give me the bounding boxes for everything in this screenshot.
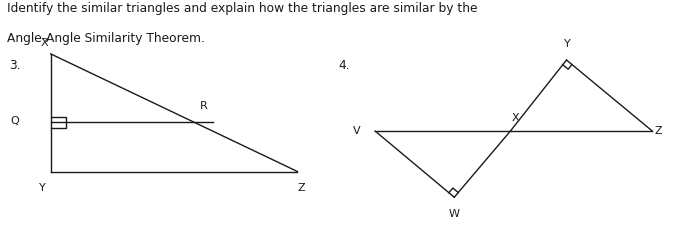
Text: Angle-Angle Similarity Theorem.: Angle-Angle Similarity Theorem.: [7, 32, 205, 45]
Text: W: W: [449, 209, 460, 219]
Text: 3.: 3.: [9, 59, 20, 72]
Text: V: V: [354, 126, 361, 136]
Text: R: R: [199, 101, 207, 111]
Text: X: X: [512, 112, 519, 122]
Text: Y: Y: [564, 39, 571, 49]
Text: 4.: 4.: [338, 59, 349, 72]
Text: Y: Y: [39, 183, 45, 193]
Text: Q: Q: [10, 116, 19, 126]
Text: X: X: [41, 38, 49, 48]
Text: Z: Z: [297, 183, 305, 193]
Text: Identify the similar triangles and explain how the triangles are similar by the: Identify the similar triangles and expla…: [7, 2, 477, 15]
Text: Z: Z: [654, 126, 662, 136]
